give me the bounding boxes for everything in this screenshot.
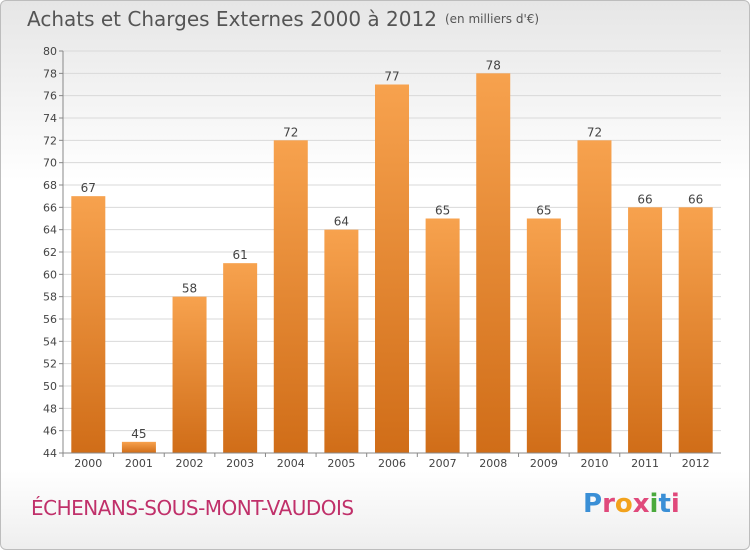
y-tick-label: 58 — [43, 291, 57, 304]
bar-2005 — [324, 229, 359, 453]
y-axis: 44 46 48 50 52 54 56 58 60 62 64 66 68 70 72 74 76 78 80 — [43, 45, 64, 460]
bar-2009 — [526, 218, 561, 453]
value-label: 66 — [688, 192, 703, 206]
x-tick-label: 2009 — [530, 457, 558, 470]
y-tick-label: 46 — [43, 425, 57, 438]
x-tick-label: 2010 — [580, 457, 608, 470]
bar-2003 — [223, 263, 258, 453]
value-label: 45 — [131, 427, 146, 441]
logo-letter: t — [658, 489, 671, 519]
logo-letter: x — [632, 489, 650, 519]
logo-letter: P — [583, 489, 603, 519]
commune-name: ÉCHENANS-SOUS-MONT-VAUDOIS — [31, 496, 354, 520]
x-tick-label: 2004 — [277, 457, 305, 470]
value-label: 78 — [486, 58, 501, 72]
bar-2002 — [172, 296, 207, 453]
bar-2012 — [678, 207, 713, 453]
bar-2000 — [71, 196, 106, 453]
chart-subtitle: (en milliers d'€) — [444, 12, 540, 26]
x-tick-label: 2007 — [429, 457, 457, 470]
bar-2008 — [476, 73, 511, 453]
value-label: 77 — [384, 70, 399, 84]
logo-letter: r — [602, 489, 615, 519]
bar-2011 — [628, 207, 663, 453]
bar-2006 — [375, 84, 409, 453]
y-tick-label: 76 — [43, 90, 57, 103]
x-tick-label: 2001 — [125, 457, 153, 470]
x-tick-label: 2002 — [176, 457, 204, 470]
x-tick-label: 2005 — [327, 457, 355, 470]
proxiti-logo[interactable]: Proxiti — [583, 489, 680, 519]
bars: 67 45 58 61 72 64 77 65 78 65 72 66 66 — [71, 58, 713, 454]
value-label: 65 — [536, 204, 551, 218]
y-tick-label: 78 — [43, 67, 57, 80]
y-tick-label: 68 — [43, 179, 57, 192]
bar-chart: 44 46 48 50 52 54 56 58 60 62 64 66 68 70 72 74 76 78 80 6… — [43, 45, 721, 470]
y-tick-label: 48 — [43, 402, 57, 415]
value-label: 65 — [435, 204, 450, 218]
y-tick-label: 54 — [43, 335, 57, 348]
value-label: 61 — [233, 248, 248, 262]
y-tick-label: 80 — [43, 45, 57, 58]
y-tick-label: 60 — [43, 268, 57, 281]
x-tick-label: 2011 — [631, 457, 659, 470]
x-tick-label: 2008 — [479, 457, 507, 470]
logo-letter: o — [614, 489, 633, 519]
y-tick-label: 72 — [43, 134, 57, 147]
value-label: 64 — [334, 215, 349, 229]
y-tick-label: 44 — [43, 447, 57, 460]
x-tick-label: 2006 — [378, 457, 406, 470]
value-label: 67 — [81, 181, 96, 195]
value-label: 58 — [182, 282, 197, 296]
bar-2010 — [577, 140, 612, 454]
chart-title-block: Achats et Charges Externes 2000 à 2012 (e… — [27, 7, 539, 31]
x-tick-label: 2003 — [226, 457, 254, 470]
y-tick-label: 64 — [43, 224, 57, 237]
x-axis: 2000 2001 2002 2003 2004 2005 2006 2007 2008 2009… — [62, 452, 721, 470]
logo-letter: i — [670, 489, 680, 519]
x-tick-label: 2012 — [682, 457, 710, 470]
value-label: 72 — [283, 125, 298, 139]
y-tick-label: 70 — [43, 157, 57, 170]
bar-2007 — [425, 218, 460, 453]
y-tick-label: 56 — [43, 313, 57, 326]
y-tick-label: 62 — [43, 246, 57, 259]
value-label: 72 — [587, 125, 602, 139]
y-tick-label: 50 — [43, 380, 57, 393]
y-tick-label: 66 — [43, 201, 57, 214]
logo-letter: i — [649, 489, 659, 519]
bar-2001 — [121, 441, 156, 453]
y-tick-label: 74 — [43, 112, 57, 125]
bar-2004 — [273, 140, 308, 454]
x-tick-label: 2000 — [74, 457, 102, 470]
chart-title: Achats et Charges Externes 2000 à 2012 — [27, 7, 437, 31]
value-label: 66 — [637, 192, 652, 206]
y-tick-label: 52 — [43, 358, 57, 371]
